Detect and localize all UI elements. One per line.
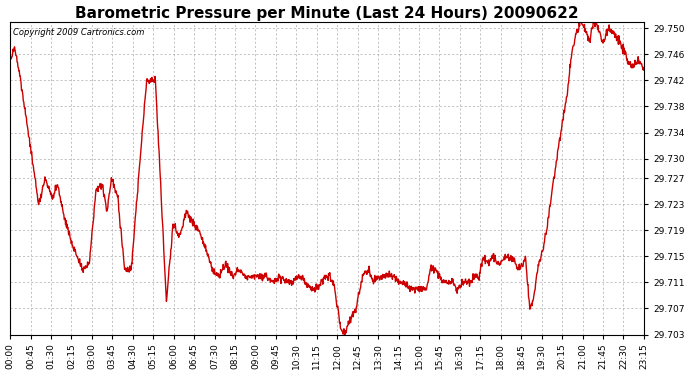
Text: Copyright 2009 Cartronics.com: Copyright 2009 Cartronics.com xyxy=(13,28,145,37)
Title: Barometric Pressure per Minute (Last 24 Hours) 20090622: Barometric Pressure per Minute (Last 24 … xyxy=(75,6,579,21)
